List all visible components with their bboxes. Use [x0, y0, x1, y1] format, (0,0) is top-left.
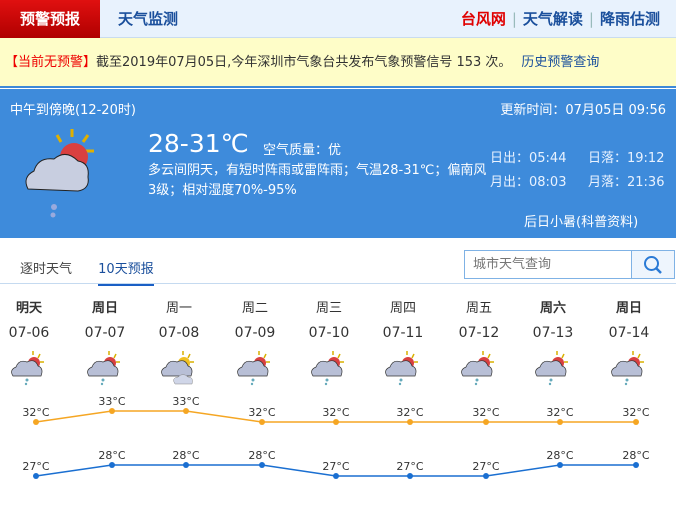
partly-cloudy-rain-icon: [535, 351, 568, 386]
divider: |: [588, 10, 594, 28]
moonrise: 月出：08:03: [490, 175, 567, 190]
high-temp-label: 33°C: [172, 395, 199, 408]
weather-description: 多云间阴天，有短时阵雨或雷阵雨；气温28-31℃；偏南风3级；相对湿度70%-9…: [148, 163, 487, 198]
high-temp-point: [407, 419, 413, 425]
low-temp-label: 27°C: [396, 460, 423, 473]
forecast-date: 07-09: [234, 325, 276, 341]
tab-warning-forecast[interactable]: 预警预报: [0, 0, 100, 38]
low-temp-point: [33, 473, 39, 479]
partly-cloudy-rain-icon: [385, 351, 418, 386]
moonset: 月落：21:36: [588, 175, 665, 190]
alert-status: 【当前无预警】: [5, 55, 97, 70]
partly-cloudy-icon: [161, 351, 194, 385]
forecast-day-label: 周六: [539, 301, 566, 316]
search-icon: [644, 255, 662, 274]
forecast-day-label: 周一: [165, 301, 192, 316]
high-temp-label: 32°C: [622, 406, 649, 419]
high-temp-point: [633, 419, 639, 425]
low-temp-point: [483, 473, 489, 479]
current-weather-panel: 中午到傍晚(12-20时) 更新时间：07月05日 09:56 28-31℃ 空…: [0, 89, 676, 238]
high-temp-label: 33°C: [98, 395, 125, 408]
city-search-input[interactable]: [465, 251, 633, 278]
divider: [0, 283, 676, 284]
forecast-tabs: 逐时天气 10天预报: [20, 258, 154, 286]
forecast-date: 07-11: [382, 325, 424, 341]
sunrise: 日出：05:44: [490, 151, 567, 166]
low-temp-point: [333, 473, 339, 479]
high-temp-label: 32°C: [248, 406, 275, 419]
forecast-day-label: 周四: [389, 301, 416, 316]
low-temp-label: 27°C: [322, 460, 349, 473]
forecast-day-label: 周二: [241, 301, 268, 316]
partly-cloudy-rain-icon: [311, 351, 344, 386]
low-temp-label: 28°C: [172, 449, 199, 462]
low-temp-point: [109, 462, 115, 468]
alert-bar: 【当前无预警】截至2019年07月05日,今年深圳市气象台共发布气象预警信号 1…: [0, 38, 676, 88]
solar-term-link[interactable]: 后日小暑(科普资料): [524, 215, 639, 230]
tab-weather-monitoring[interactable]: 天气监测: [118, 10, 179, 28]
high-temp-point: [33, 419, 39, 425]
city-search: [464, 250, 675, 279]
history-warning-link[interactable]: 历史预警查询: [521, 55, 600, 70]
forecast-date: 07-07: [84, 325, 126, 341]
forecast-date: 07-10: [308, 325, 350, 341]
temperature-chart: 32°C 33°C 33°C 32°C 32°C 32°C 32°C 32°C 32°C 27°C…: [22, 395, 650, 479]
low-temp-label: 28°C: [98, 449, 125, 462]
update-time: 更新时间：07月05日 09:56: [500, 103, 666, 118]
low-temp-label: 27°C: [22, 460, 49, 473]
aqi-label: 空气质量：: [263, 143, 329, 158]
partly-cloudy-rain-icon: [611, 351, 644, 386]
high-temp-point: [483, 419, 489, 425]
forecast-date: 07-13: [532, 325, 574, 341]
partly-cloudy-rain-icon: [237, 351, 270, 386]
tab-10-day[interactable]: 10天预报: [98, 258, 154, 286]
high-temp-label: 32°C: [322, 406, 349, 419]
forecast-date: 07-14: [608, 325, 650, 341]
high-temp-point: [109, 408, 115, 414]
forecast-date: 07-06: [8, 325, 50, 341]
low-temp-point: [557, 462, 563, 468]
high-temp-label: 32°C: [546, 406, 573, 419]
forecast-date: 07-12: [458, 325, 500, 341]
top-nav: 预警预报 天气监测 台风网 | 天气解读 | 降雨估测: [0, 0, 676, 38]
partly-cloudy-rain-icon: [87, 351, 120, 386]
low-temp-point: [407, 473, 413, 479]
low-temp-point: [633, 462, 639, 468]
alert-text: 截至2019年07月05日,今年深圳市气象台共发布气象预警信号 153 次。: [96, 55, 512, 70]
high-temp-label: 32°C: [22, 406, 49, 419]
high-temp-point: [183, 408, 189, 414]
high-temp-label: 32°C: [472, 406, 499, 419]
search-button[interactable]: [631, 251, 674, 278]
link-weather-interpretation[interactable]: 天气解读: [522, 10, 583, 28]
partly-cloudy-rain-icon: [11, 351, 44, 386]
aqi-value: 优: [328, 143, 342, 158]
link-rainfall-estimate[interactable]: 降雨估测: [599, 10, 660, 28]
forecast-day-label: 明天: [15, 301, 42, 316]
high-temp-point: [557, 419, 563, 425]
forecast-day-label: 周日: [615, 301, 642, 316]
low-temp-point: [183, 462, 189, 468]
low-temp-label: 28°C: [546, 449, 573, 462]
low-temp-label: 28°C: [248, 449, 275, 462]
divider: |: [511, 10, 517, 28]
partly-cloudy-rain-icon: [25, 129, 94, 218]
forecast-date: 07-08: [158, 325, 200, 341]
partly-cloudy-rain-icon: [461, 351, 494, 386]
sunset: 日落：19:12: [588, 151, 665, 166]
high-temp-point: [333, 419, 339, 425]
high-temp-label: 32°C: [396, 406, 423, 419]
high-temp-point: [259, 419, 265, 425]
period: 中午到傍晚(12-20时): [10, 103, 136, 118]
temperature-range: 28-31℃: [148, 129, 249, 158]
forecast-day-label: 周日: [91, 301, 118, 316]
low-temp-label: 27°C: [472, 460, 499, 473]
forecast-day-label: 周五: [465, 301, 492, 316]
tab-hourly[interactable]: 逐时天气: [20, 262, 73, 277]
low-temp-label: 28°C: [622, 449, 649, 462]
forecast-day-label: 周三: [315, 301, 342, 316]
low-temp-point: [259, 462, 265, 468]
link-typhoon[interactable]: 台风网: [460, 10, 506, 28]
